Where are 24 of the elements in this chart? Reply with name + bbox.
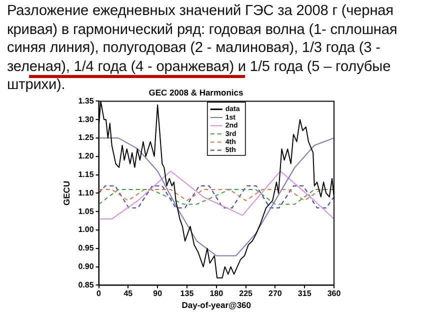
- x-tick-label: 45: [124, 289, 134, 298]
- x-tick-label: 360: [327, 289, 342, 298]
- y-axis-title: GECU: [61, 180, 72, 206]
- y-tick-label: 1.00: [78, 225, 94, 234]
- y-tick-label: 1.25: [78, 133, 94, 142]
- y-tick-label: 0.85: [78, 280, 94, 290]
- x-tick-label: 225: [239, 289, 254, 298]
- chart-subtitle: GEC 2008 & Harmonics: [148, 87, 244, 98]
- x-tick-label: 315: [298, 289, 312, 298]
- x-axis-title: Day-of-year@360: [182, 300, 252, 310]
- line-series: [98, 185, 334, 208]
- y-tick-label: 1.30: [78, 114, 94, 124]
- x-tick-label: 135: [180, 289, 194, 298]
- y-tick-label: 0.90: [78, 262, 94, 272]
- y-tick-label: 1.15: [78, 170, 94, 180]
- y-tick-label: 1.20: [78, 152, 94, 161]
- y-tick-label: 0.95: [78, 244, 94, 253]
- x-tick-label: 180: [210, 289, 224, 298]
- x-tick-label: 90: [153, 289, 163, 298]
- y-tick-label: 1.05: [78, 206, 94, 216]
- x-tick-label: 0: [96, 289, 102, 298]
- y-tick-label: 1.10: [78, 188, 94, 198]
- x-tick-label: 270: [268, 289, 282, 298]
- y-tick-label: 1.35: [78, 96, 94, 106]
